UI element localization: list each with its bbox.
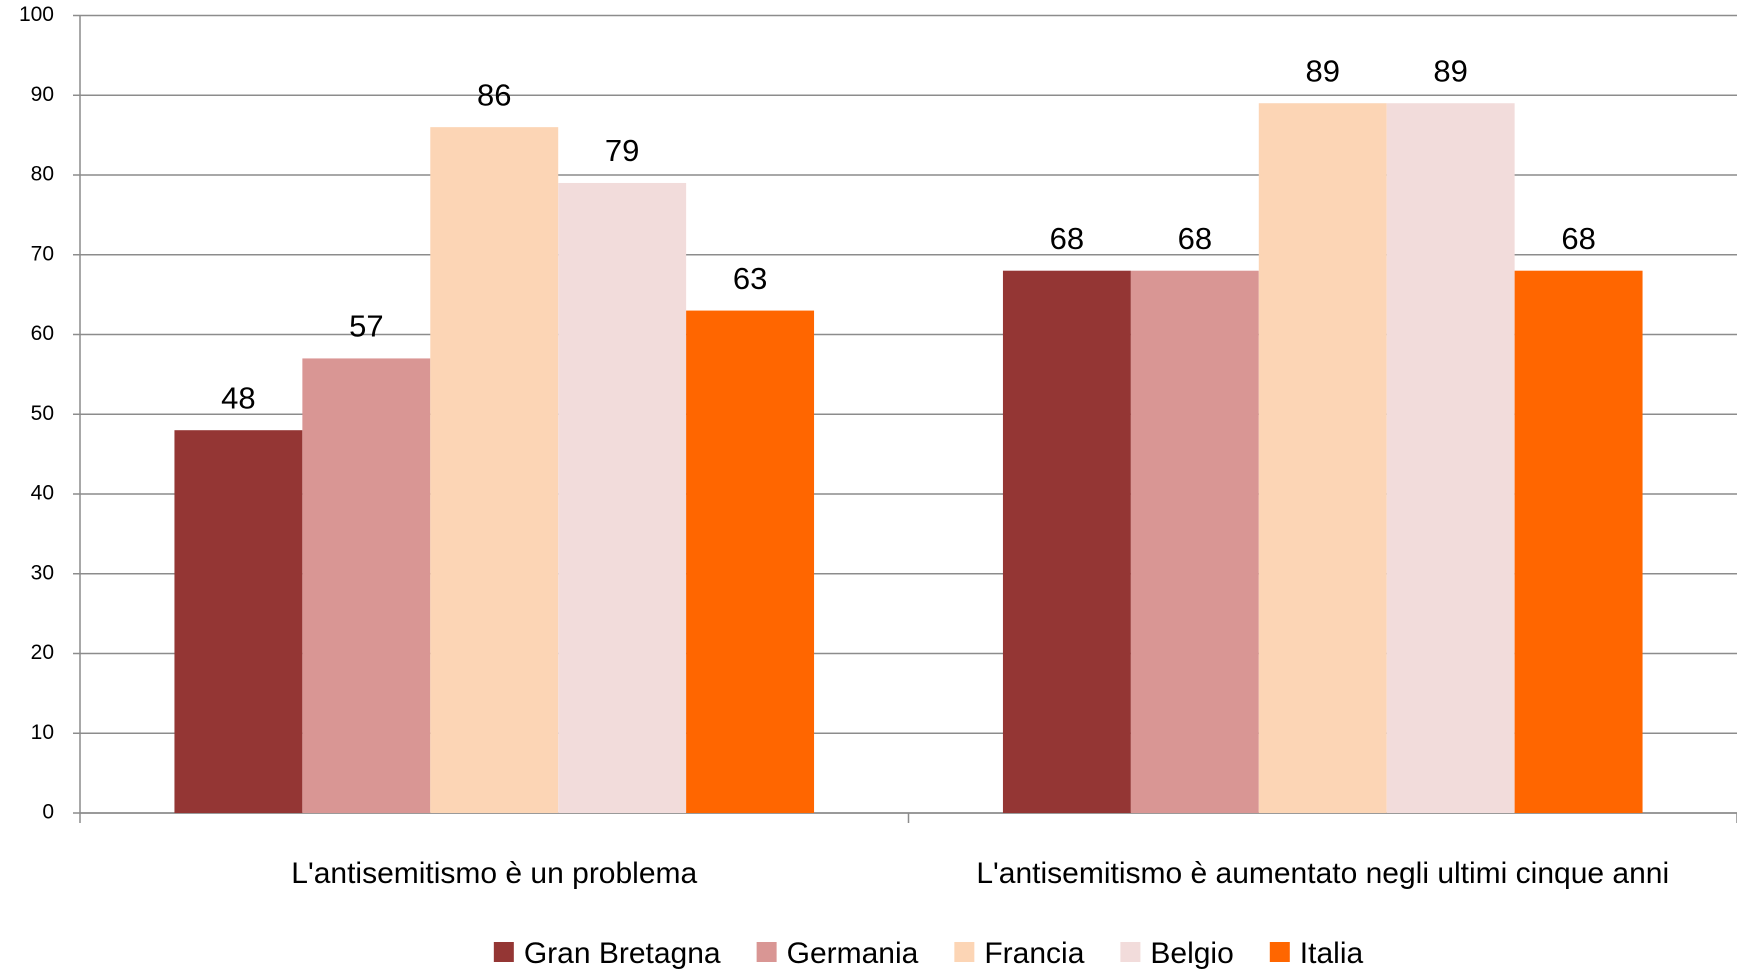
legend-swatch [1120, 942, 1141, 962]
legend-label: Gran Bretagna [524, 937, 721, 970]
legend-label: Germania [787, 937, 919, 970]
legend: Gran Bretagna Germania Francia Belgio Italia [493, 937, 1364, 970]
data-label: 68 [1561, 221, 1595, 256]
legend-swatch [493, 942, 514, 962]
data-label: 63 [733, 261, 767, 296]
legend-label: Francia [984, 937, 1084, 970]
bar [1130, 270, 1259, 813]
legend-swatch [1269, 942, 1290, 962]
y-tick-label: 80 [31, 163, 54, 186]
bar [686, 310, 815, 813]
bar [1514, 270, 1643, 813]
data-label: 68 [1050, 221, 1084, 256]
y-tick-label: 30 [31, 561, 54, 584]
data-label: 57 [349, 309, 383, 344]
data-label: 86 [477, 77, 511, 112]
y-tick-label: 40 [31, 482, 54, 505]
bar [1386, 103, 1515, 814]
legend-label: Belgio [1150, 937, 1233, 970]
bar [430, 127, 559, 813]
bar [174, 430, 303, 813]
bar [1258, 103, 1387, 814]
y-tick-label: 10 [31, 721, 54, 744]
y-tick-label: 100 [19, 3, 54, 26]
data-label: 48 [221, 380, 255, 415]
legend-swatch [954, 942, 975, 962]
x-tick-label: L'antisemitismo è aumentato negli ultimi… [976, 857, 1669, 890]
y-tick-label: 70 [31, 242, 54, 265]
y-tick-label: 90 [31, 83, 54, 106]
y-tick-label: 60 [31, 322, 54, 345]
legend-label: Italia [1300, 937, 1364, 970]
y-tick-label: 20 [31, 641, 54, 664]
y-tick-label: 0 [42, 801, 54, 824]
bar [302, 358, 431, 813]
y-tick-label: 50 [31, 402, 54, 425]
x-tick-label: L'antisemitismo è un problema [291, 857, 697, 890]
data-label: 68 [1178, 221, 1212, 256]
bar [558, 182, 687, 814]
data-label: 79 [605, 133, 639, 168]
bar [1002, 270, 1131, 813]
data-label: 89 [1433, 53, 1467, 88]
data-label: 89 [1306, 53, 1340, 88]
legend-swatch [756, 942, 777, 962]
